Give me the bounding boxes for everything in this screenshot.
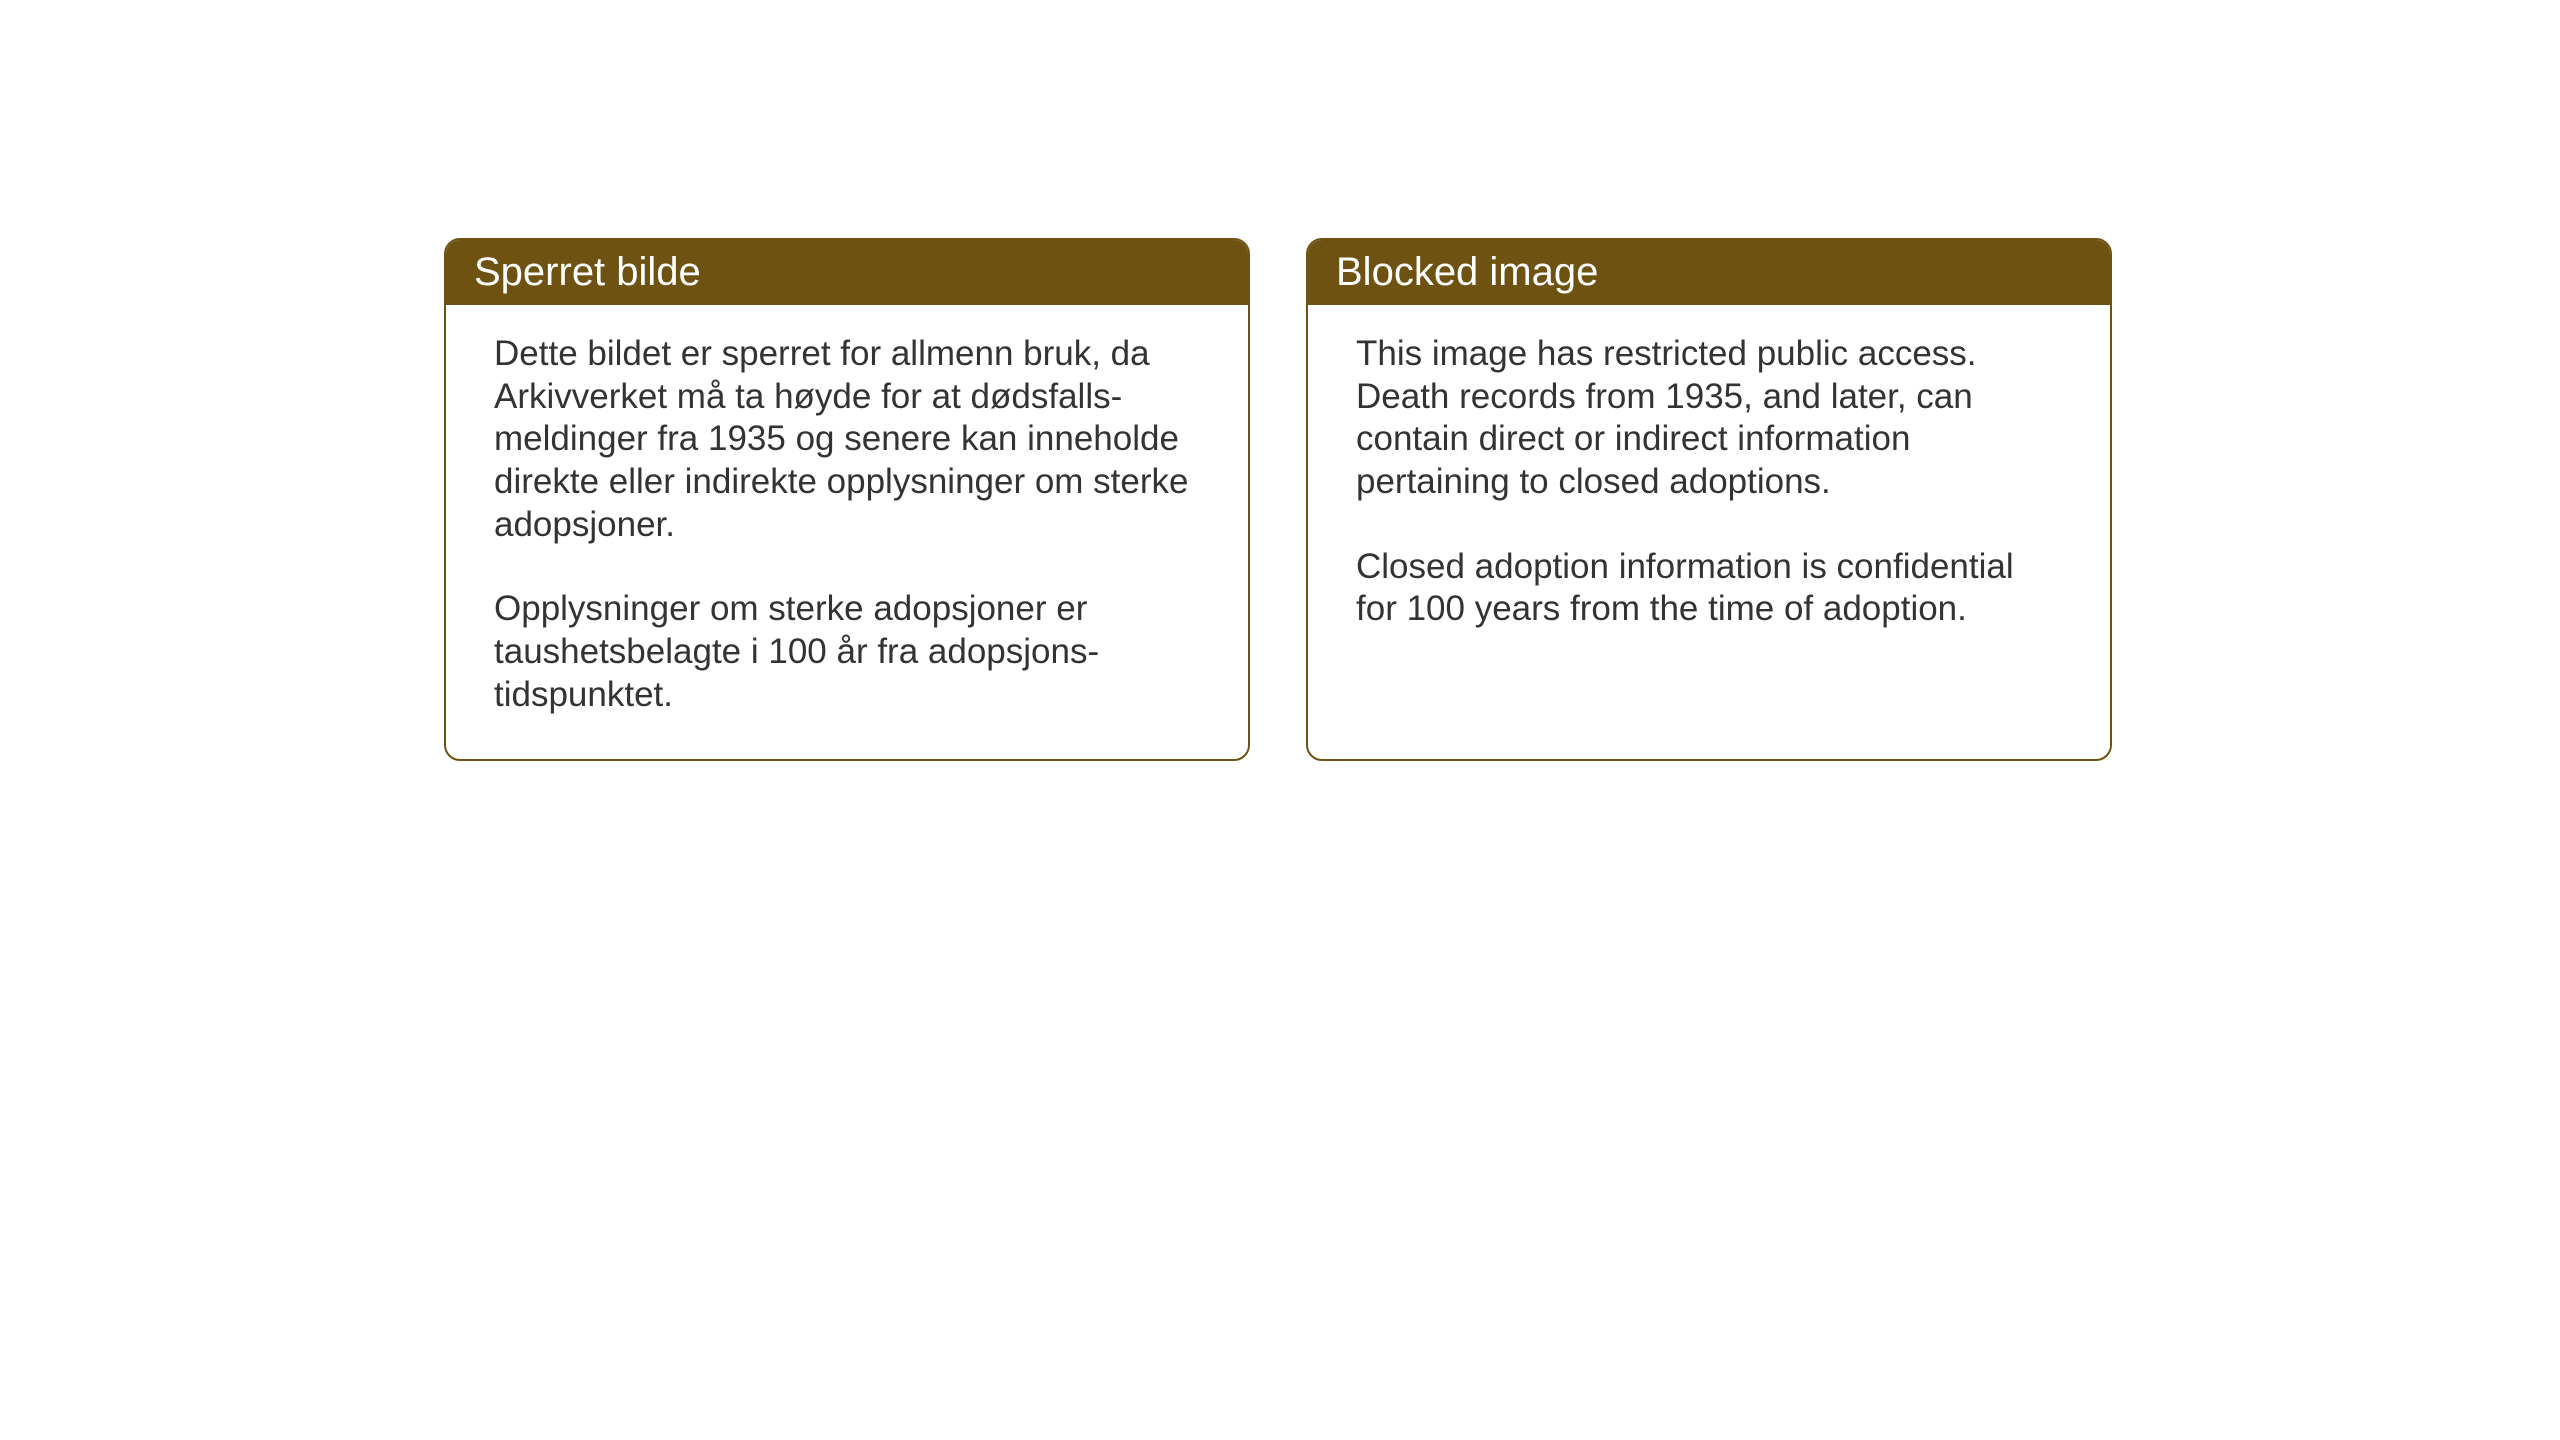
card-paragraph-2: Closed adoption information is confident… (1356, 546, 2062, 631)
card-paragraph-1: This image has restricted public access.… (1356, 333, 2062, 504)
card-header: Blocked image (1308, 240, 2110, 305)
notice-card-english: Blocked image This image has restricted … (1306, 238, 2112, 761)
card-body: This image has restricted public access.… (1308, 305, 2110, 673)
card-paragraph-1: Dette bildet er sperret for allmenn bruk… (494, 333, 1200, 546)
notice-container: Sperret bilde Dette bildet er sperret fo… (444, 238, 2112, 761)
card-header: Sperret bilde (446, 240, 1248, 305)
card-title: Sperret bilde (474, 250, 701, 294)
card-title: Blocked image (1336, 250, 1598, 294)
notice-card-norwegian: Sperret bilde Dette bildet er sperret fo… (444, 238, 1250, 761)
card-body: Dette bildet er sperret for allmenn bruk… (446, 305, 1248, 759)
card-paragraph-2: Opplysninger om sterke adopsjoner er tau… (494, 588, 1200, 716)
